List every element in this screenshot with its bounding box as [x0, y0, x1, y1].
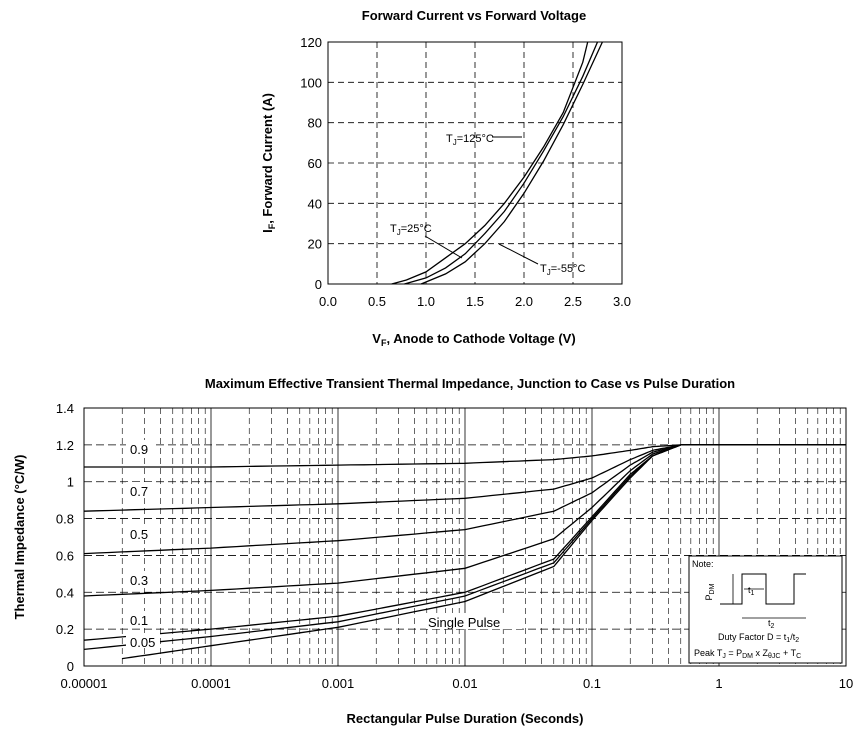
chart1-grid — [328, 42, 622, 284]
chart2-series — [83, 444, 846, 660]
chart1-title: Forward Current vs Forward Voltage — [362, 8, 586, 23]
chart2-title: Maximum Effective Transient Thermal Impe… — [205, 376, 735, 391]
chart2-x-tick-label: 0.1 — [583, 676, 601, 691]
label-tj-minus55: TJ=-55°C — [540, 263, 585, 277]
chart1-x-tick-label: 0.0 — [319, 294, 337, 309]
label-bg-0.9 — [126, 440, 152, 455]
chart2-y-tick-label: 1.4 — [56, 401, 74, 416]
chart2-x-tick-label: 0.0001 — [191, 676, 231, 691]
label-tj-25: TJ=25°C — [390, 223, 432, 237]
chart2-x-tick-label: 0.01 — [452, 676, 477, 691]
chart1-x-tick-label: 1.0 — [417, 294, 435, 309]
arrow-tj-25 — [424, 235, 463, 259]
t1-label: t1 — [748, 585, 755, 597]
chart2-x-axis-label: Rectangular Pulse Duration (Seconds) — [347, 711, 584, 726]
label-bg-0.05 — [126, 633, 160, 648]
chart2-y-tick-label: 0 — [67, 659, 74, 674]
chart1-x-tick-label: 2.0 — [515, 294, 533, 309]
chart2-y-tick-label: 1 — [67, 475, 74, 490]
forward-current-chart: Forward Current vs Forward Voltage 0.0 0.… — [260, 8, 631, 348]
chart1-y-tick-label: 40 — [308, 196, 322, 211]
note-frame — [688, 555, 843, 664]
series-label-0.7: 0.7 — [130, 484, 148, 499]
peak-tj-text: Peak TJ = PDM x ZθJC + TC — [694, 648, 801, 660]
chart2-x-tick-label: 0.00001 — [61, 676, 108, 691]
chart2-y-axis-label: Thermal Impedance (°C/W) — [12, 455, 27, 620]
chart2-x-tick-label: 1 — [715, 676, 722, 691]
chart1-y-tick-label: 80 — [308, 116, 322, 131]
chart2-y-tick-label: 0.6 — [56, 548, 74, 563]
chart1-x-tick-label: 0.5 — [368, 294, 386, 309]
chart2-x-tick-label: 10 — [839, 676, 853, 691]
chart2-y-tick-label: 0.4 — [56, 585, 74, 600]
label-bg-0.7 — [126, 482, 152, 497]
series-label-0.3: 0.3 — [130, 573, 148, 588]
chart1-series-line-2 — [420, 41, 603, 285]
chart1-y-axis-label: IF, Forward Current (A) — [260, 93, 277, 233]
thermal-impedance-chart: Maximum Effective Transient Thermal Impe… — [12, 376, 853, 726]
label-bg-0.3 — [126, 571, 152, 586]
chart1-x-axis-label: VF, Anode to Cathode Voltage (V) — [372, 331, 575, 348]
label-bg-single-pulse — [426, 613, 522, 629]
series-label-0.9: 0.9 — [130, 442, 148, 457]
series-label-0.05: 0.05 — [130, 635, 155, 650]
chart1-y-tick-label: 60 — [308, 156, 322, 171]
series-label-0.1: 0.1 — [130, 613, 148, 628]
chart2-x-tick-label: 0.001 — [322, 676, 355, 691]
series-label-single-pulse: Single Pulse — [428, 615, 500, 630]
chart2-series-line-6 — [122, 444, 846, 660]
pulse-waveform — [720, 573, 806, 605]
pdm-label: PDM — [704, 583, 716, 600]
t2-label: t2 — [768, 618, 775, 630]
arrow-tj-minus55 — [498, 243, 539, 265]
chart1-x-tick-label: 3.0 — [613, 294, 631, 309]
chart1-y-tick-label: 0 — [315, 277, 322, 292]
duty-factor-text: Duty Factor D = t1/t2 — [718, 632, 799, 644]
chart1-x-tick-label: 1.5 — [466, 294, 484, 309]
note-heading: Note: — [692, 559, 714, 569]
label-bg-0.5 — [126, 525, 152, 540]
chart1-y-tick-label: 100 — [300, 75, 322, 90]
chart1-y-tick-label: 120 — [300, 35, 322, 50]
chart1-ticks: 0.0 0.5 1.0 1.5 2.0 2.5 3.0 0 20 40 60 80 100 120 — [300, 35, 631, 309]
series-label-0.5: 0.5 — [130, 527, 148, 542]
chart1-x-tick-label: 2.5 — [564, 294, 582, 309]
chart2-y-tick-label: 1.2 — [56, 438, 74, 453]
label-tj-125: TJ=125°C — [446, 133, 494, 147]
chart1-series-line-0 — [391, 41, 589, 285]
chart1-series — [391, 41, 603, 285]
chart2-ticks: 0.00001 0.0001 0.001 0.01 0.1 1 10 0 0.2 0.4 0.6 0.… — [56, 401, 853, 691]
chart1-series-line-1 — [404, 41, 599, 285]
label-bg-0.1 — [126, 611, 152, 626]
chart1-y-tick-label: 20 — [308, 237, 322, 252]
duty-factor-note: Note: PDM t1 t2 Duty Factor D = t1/t2 Pe… — [688, 555, 843, 664]
chart2-y-tick-label: 0.8 — [56, 512, 74, 527]
chart2-y-tick-label: 0.2 — [56, 622, 74, 637]
